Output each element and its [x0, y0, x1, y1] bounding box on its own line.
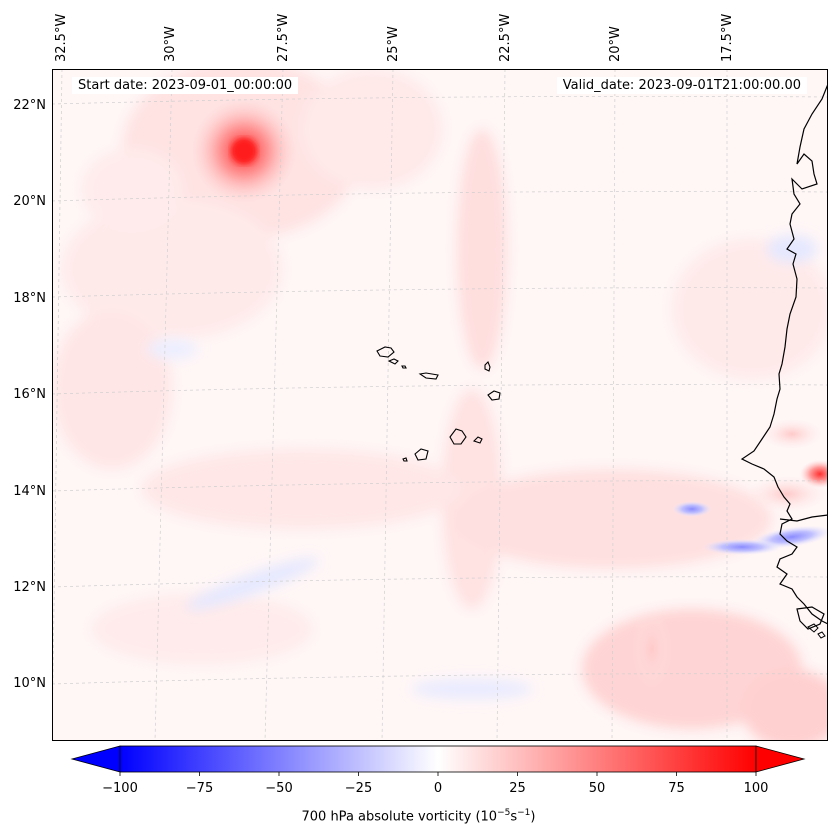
lon-label-27-5w: 27.5°W — [276, 13, 291, 62]
lat-label-12n: 12°N — [13, 580, 46, 595]
lat-label-22n: 22°N — [13, 98, 46, 113]
colorbar-label-suffix: ) — [530, 809, 536, 825]
colorbar-gradient — [119, 745, 757, 773]
gridlines — [52, 69, 828, 741]
colorbar — [70, 745, 806, 776]
colorbar-tick-25: 25 — [509, 781, 526, 796]
colorbar-tick-minus-100: −100 — [102, 781, 138, 796]
lon-label-30w: 30°W — [163, 26, 178, 62]
colorbar-tick-0: 0 — [433, 781, 443, 796]
cape-verde-islands — [376, 346, 501, 462]
colorbar-label-exp2: −1 — [517, 808, 531, 818]
lat-label-18n: 18°N — [13, 291, 46, 306]
lat-label-16n: 16°N — [13, 387, 46, 402]
african-coastline — [740, 83, 828, 625]
lon-label-25w: 25°W — [386, 26, 401, 62]
vorticity-field — [52, 69, 828, 741]
colorbar-label-mid: s — [510, 809, 518, 825]
colorbar-label-exp1: −5 — [497, 808, 511, 818]
lat-label-14n: 14°N — [13, 484, 46, 499]
start-date-label: Start date: 2023-09-01_00:00:00 — [72, 77, 299, 94]
colorbar-tick-minus-50: −50 — [265, 781, 293, 796]
lat-label-20n: 20°N — [13, 194, 46, 209]
colorbar-min-arrow — [70, 745, 121, 773]
colorbar-label: 700 hPa absolute vorticity (10−5s−1) — [0, 808, 837, 824]
map-frame — [52, 69, 828, 741]
map-panel — [52, 69, 828, 741]
lon-label-17-5w: 17.5°W — [720, 13, 735, 62]
lon-label-32-5w: 32.5°W — [54, 13, 69, 62]
valid-date-label: Valid_date: 2023-09-01T21:00:00.00 — [556, 77, 807, 94]
colorbar-max-arrow — [755, 745, 806, 773]
colorbar-tick-100: 100 — [743, 781, 769, 796]
lon-label-20w: 20°W — [608, 26, 623, 62]
negative-vorticity-areas — [147, 235, 817, 699]
colorbar-tick-minus-75: −75 — [185, 781, 214, 796]
colorbar-label-prefix: 700 hPa absolute vorticity (10 — [301, 809, 498, 825]
lat-label-10n: 10°N — [13, 676, 46, 691]
lon-label-22-5w: 22.5°W — [498, 13, 513, 62]
colorbar-tick-minus-25: −25 — [344, 781, 373, 796]
colorbar-tick-50: 50 — [588, 781, 606, 796]
colorbar-tick-75: 75 — [668, 781, 685, 796]
